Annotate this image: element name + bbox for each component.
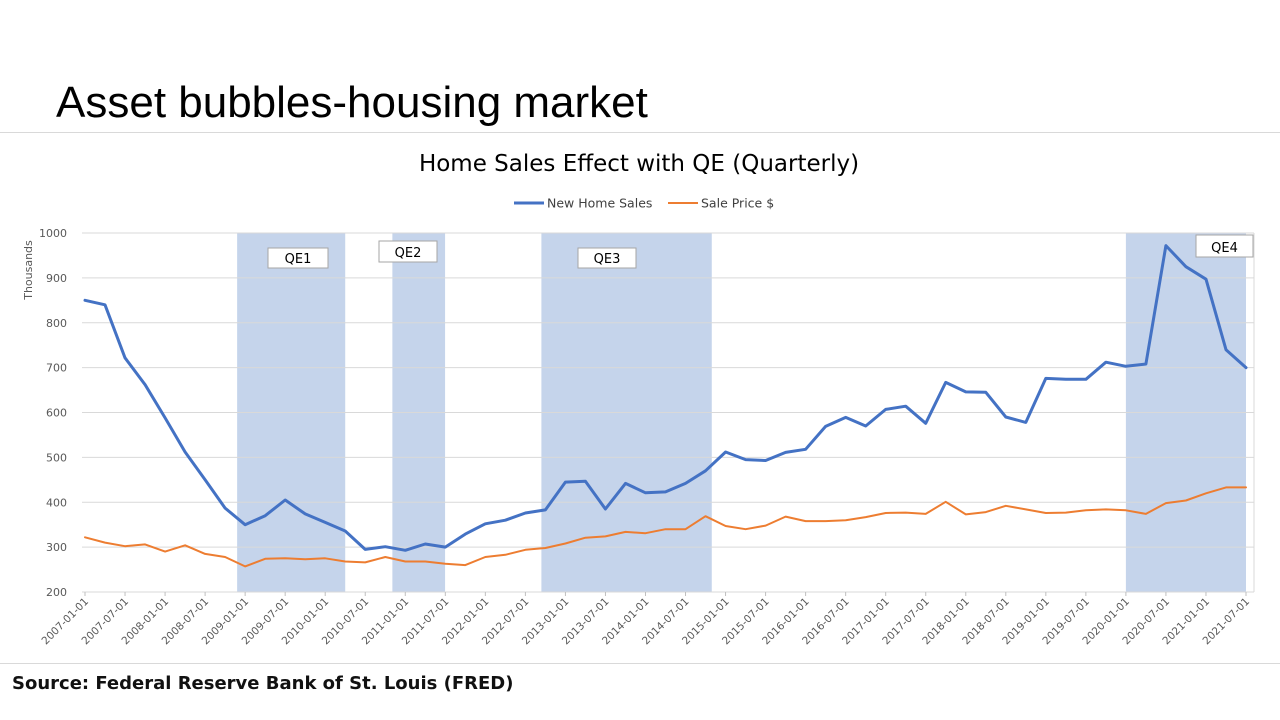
qe-labels: QE1 QE2 QE3 QE4 [267,234,1254,269]
y-tick-label: 700 [46,362,67,375]
slide-title: Asset bubbles-housing market [56,78,648,127]
y-axis-label: Thousands [22,240,35,301]
label-qe2: QE2 [395,246,422,261]
y-tick-label: 800 [46,317,67,330]
y-tick-label: 200 [46,586,67,599]
x-axis: 2007-01-012007-07-012008-01-012008-07-01… [39,592,1252,647]
label-qe1: QE1 [285,252,312,267]
y-tick-label: 600 [46,407,67,420]
series-line-sale-price [84,486,1247,568]
legend: New Home Sales Sale Price $ [514,196,774,211]
label-box-qe4 [1195,234,1254,258]
gridlines [82,232,1255,593]
label-box-qe1 [267,247,329,269]
y-tick-label: 400 [46,496,67,509]
chart-frame [0,132,1280,664]
y-axis: 200 300 400 500 600 700 800 900 1000 [39,227,67,599]
chart: QE1 QE2 QE3 QE4 200 300 400 500 600 700 800 900 100… [22,151,1255,647]
chart-title: Home Sales Effect with QE (Quarterly) [419,151,859,177]
y-tick-label: 1000 [39,227,67,240]
legend-label: New Home Sales [547,196,652,211]
y-tick-label: 900 [46,272,67,285]
y-tick-label: 300 [46,541,67,554]
label-box-qe3 [577,247,637,269]
label-box-qe2 [378,240,438,263]
legend-label: Sale Price $ [701,196,774,211]
source-note: Source: Federal Reserve Bank of St. Loui… [12,673,514,694]
y-tick-label: 500 [46,451,67,464]
label-qe4: QE4 [1211,241,1238,256]
series-line-new-home-sales [83,244,1248,552]
label-qe3: QE3 [594,252,621,267]
series-lines [83,244,1248,568]
